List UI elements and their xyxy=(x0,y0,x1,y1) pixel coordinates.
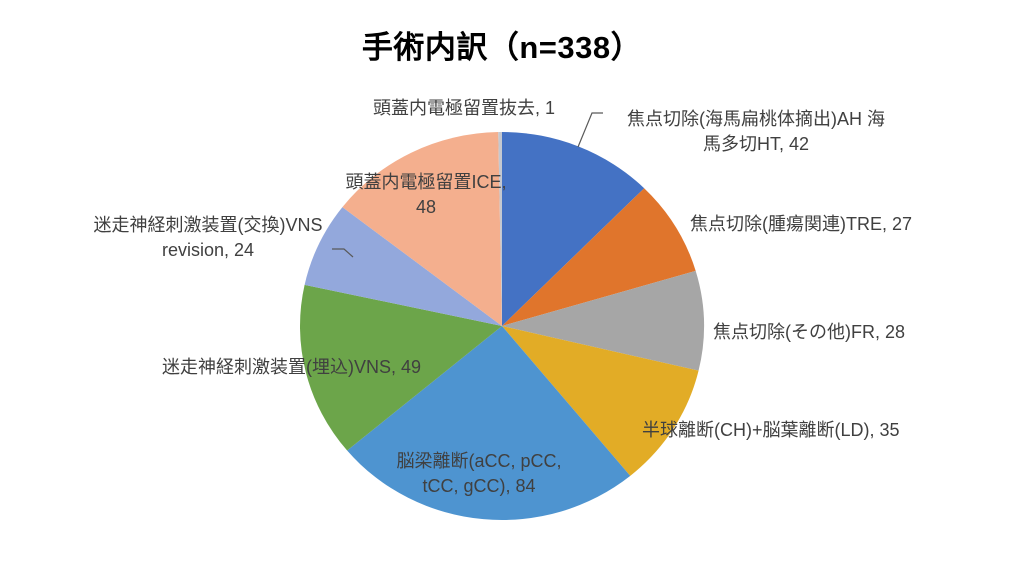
slice-label-ice: 頭蓋内電極留置ICE, 48 xyxy=(330,170,522,220)
slice-label-line: 焦点切除(海馬扁桃体摘出)AH 海 xyxy=(627,109,885,129)
pie-slice-focal-ah xyxy=(502,132,645,326)
slice-label-line: 焦点切除(その他)FR, 28 xyxy=(713,322,906,342)
slice-label-line: 半球離断(CH)+脳葉離断(LD), 35 xyxy=(642,420,900,440)
slice-label-line: revision, 24 xyxy=(161,240,255,260)
leader-line-vns-revision xyxy=(332,248,354,258)
chart-title: 手術内訳（n=338） xyxy=(361,30,643,65)
slice-label-line: 48 xyxy=(415,197,437,217)
slice-label-corpus-callosotomy: 脳梁離断(aCC, pCC, tCC, gCC), 84 xyxy=(393,449,565,499)
slice-label-line: 脳梁離断(aCC, pCC, xyxy=(396,451,562,471)
leader-line-focal-ah xyxy=(577,112,603,148)
slice-label-vns-revision: 迷走神経刺激装置(交換)VNS revision, 24 xyxy=(86,213,330,263)
slice-label-line: 焦点切除(腫瘍関連)TRE, 27 xyxy=(690,214,913,234)
pie-slice-corpus-callosotomy xyxy=(347,326,631,520)
pie-slice-electrode-removal xyxy=(498,131,502,326)
slice-label-line: tCC, gCC), 84 xyxy=(422,476,536,496)
slice-label-line: 頭蓋内電極留置ICE, xyxy=(345,172,507,192)
pie-slice-vns-revision xyxy=(304,207,502,326)
slice-label-line: 迷走神経刺激装置(交換)VNS xyxy=(93,215,323,235)
slice-label-electrode-removal: 頭蓋内電極留置抜去, 1 xyxy=(373,96,555,121)
pie-slices-group xyxy=(300,131,704,520)
pie-slice-focal-fr xyxy=(502,270,704,371)
slice-label-line: 迷走神経刺激装置(埋込)VNS, 49 xyxy=(162,357,422,377)
slice-label-focal-fr: 焦点切除(その他)FR, 28 xyxy=(713,320,905,345)
slice-label-focal-ah: 焦点切除(海馬扁桃体摘出)AH 海 馬多切HT, 42 xyxy=(600,107,912,157)
pie-slice-vns-implant xyxy=(300,284,502,451)
slice-label-vns-implant: 迷走神経刺激装置(埋込)VNS, 49 xyxy=(162,355,421,380)
pie-slice-focal-tre xyxy=(502,188,696,326)
pie-slice-hemispherotomy xyxy=(502,326,699,476)
slice-label-line: 頭蓋内電極留置抜去, 1 xyxy=(373,98,556,118)
slice-label-hemispherotomy: 半球離断(CH)+脳葉離断(LD), 35 xyxy=(642,418,900,443)
pie-slice-ice xyxy=(342,132,502,326)
slice-label-focal-tre: 焦点切除(腫瘍関連)TRE, 27 xyxy=(690,212,912,237)
slice-label-line: 馬多切HT, 42 xyxy=(702,134,810,154)
